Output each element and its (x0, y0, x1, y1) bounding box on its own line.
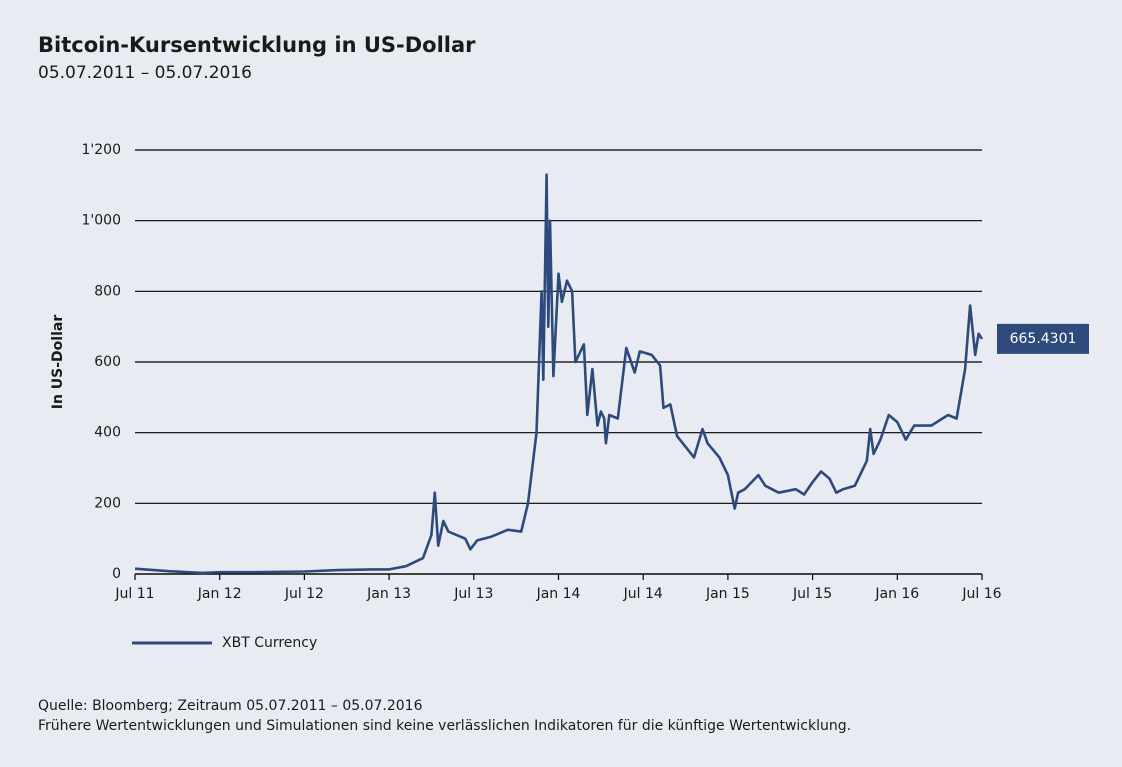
x-tick-label: Jan 13 (366, 586, 411, 602)
y-tick-label: 0 (112, 566, 121, 582)
x-tick-label: Jul 14 (623, 586, 663, 602)
y-tick-label: 1'200 (82, 142, 121, 158)
price-line (134, 173, 984, 575)
y-tick-label: 400 (94, 425, 121, 441)
disclaimer: Frühere Wertentwicklungen und Simulation… (38, 718, 851, 734)
chart-title: Bitcoin-Kursentwicklung in US-Dollar (38, 33, 476, 57)
last-value-box (997, 323, 1089, 354)
x-tick-label: Jan 14 (536, 586, 581, 602)
chart-subtitle: 05.07.2011 – 05.07.2016 (38, 63, 252, 83)
x-tick-label: Jul 11 (114, 586, 154, 602)
y-axis-label: In US-Dollar (50, 315, 66, 410)
x-tick-label: Jan 12 (197, 586, 242, 602)
y-tick-label: 1'000 (82, 213, 121, 229)
legend-label: XBT Currency (222, 635, 317, 651)
source-note: Quelle: Bloomberg; Zeitraum 05.07.2011 –… (38, 698, 423, 714)
last-value-label: 665.4301 (1010, 331, 1077, 347)
y-tick-label: 800 (94, 283, 121, 299)
x-tick-label: Jul 16 (961, 586, 1001, 602)
y-tick-label: 600 (94, 354, 121, 370)
x-tick-label: Jul 15 (792, 586, 832, 602)
x-tick-label: Jan 15 (705, 586, 750, 602)
y-tick-label: 200 (94, 495, 121, 511)
x-tick-label: Jul 12 (284, 586, 324, 602)
x-tick-label: Jan 16 (874, 586, 919, 602)
x-tick-label: Jul 13 (453, 586, 493, 602)
